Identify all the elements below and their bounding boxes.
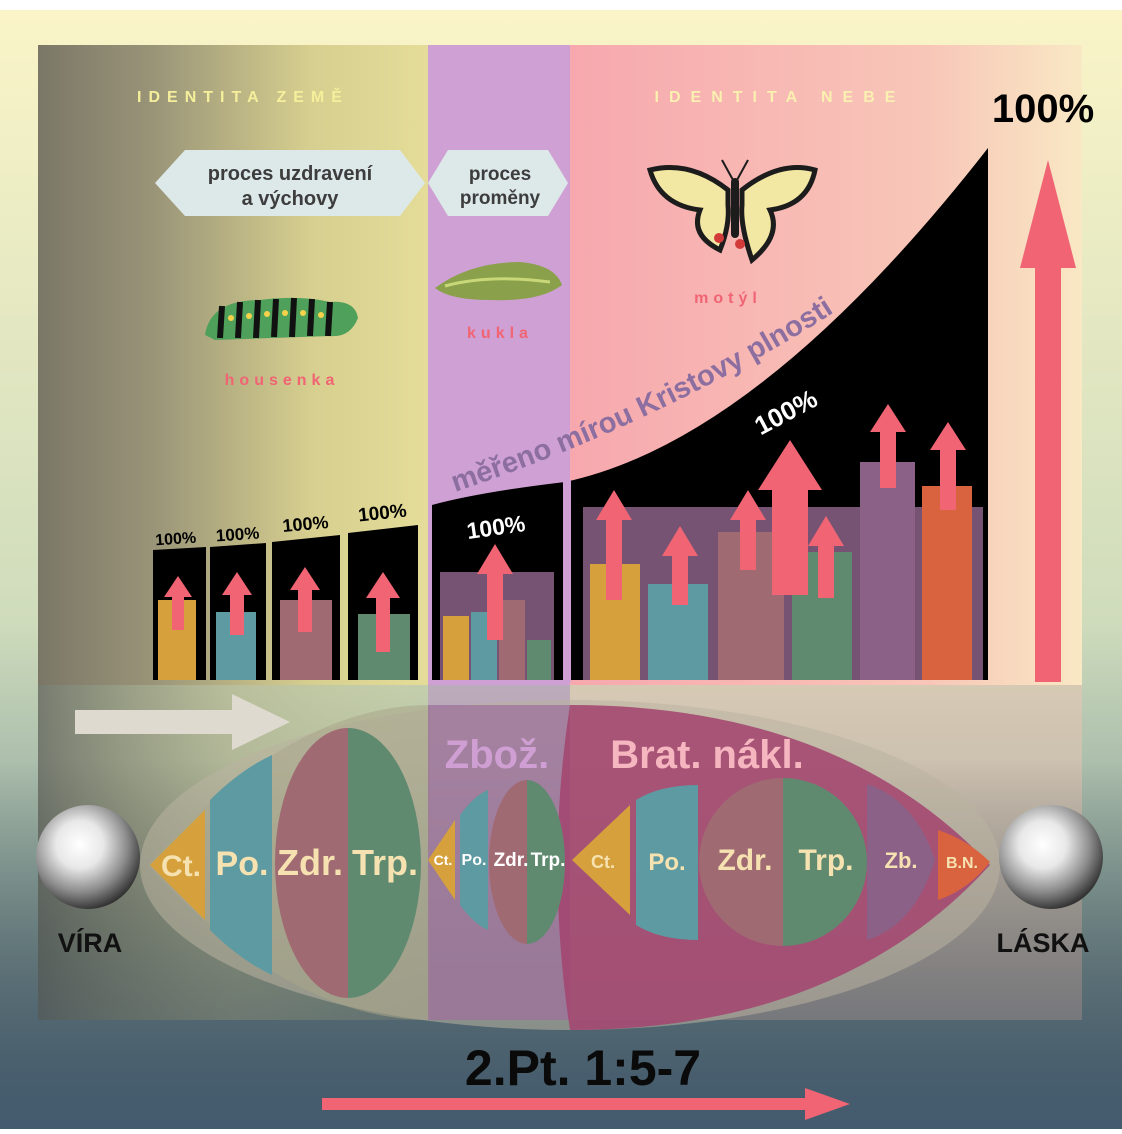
virtue-group-1: Ct. Po. Zdr. Trp. — [150, 728, 421, 998]
virtue-group-2: Ct. Po. Zdr. Trp. — [428, 780, 565, 944]
up-arrow-icon — [808, 516, 844, 598]
virtue-shape — [489, 780, 527, 944]
virtue-label: Zdr. — [717, 844, 772, 877]
small-bar-label: 100% — [215, 524, 260, 546]
virtue-shape — [527, 780, 565, 944]
virtue-label: Trp. — [531, 850, 566, 871]
up-arrow-icon — [730, 490, 766, 570]
pupa-icon — [435, 262, 562, 301]
virtue-shape — [348, 728, 421, 998]
change-process-tag: proces proměny — [428, 150, 568, 216]
earth-identity-title: IDENTITA ZEMĚ — [137, 87, 349, 106]
mid-bar-fill — [443, 616, 469, 680]
top-percent-label: 100% — [992, 87, 1094, 131]
virtue-shape — [275, 728, 348, 998]
healing-process-line2: a výchovy — [242, 188, 340, 210]
virtue-label: Po. — [648, 849, 685, 876]
virtue-shape — [428, 820, 455, 900]
brotherly-kindness-label: Brat. nákl. — [610, 733, 803, 777]
virtue-label: Ct. — [591, 852, 615, 872]
virtue-label: Po. — [216, 845, 269, 883]
growth-arrows — [164, 160, 1076, 682]
white-border — [0, 0, 1122, 10]
mid-bar-fill — [499, 600, 525, 680]
up-arrow-icon — [477, 544, 513, 640]
virtue-label: Po. — [462, 852, 487, 869]
up-arrow-icon — [930, 422, 966, 510]
scripture-reference: 2.Pt. 1:5-7 — [465, 1040, 701, 1096]
virtue-shape — [210, 755, 272, 975]
progress-arrow-icon — [75, 694, 290, 750]
virtue-group-3: Ct. Po. Zdr. Trp. Zb. B.N. — [572, 778, 990, 946]
large-bar-fill — [860, 462, 915, 680]
virtue-shape — [938, 830, 990, 900]
up-arrow-icon — [290, 567, 320, 632]
up-arrow-icon — [758, 440, 822, 595]
change-process-line1: proces — [469, 164, 531, 185]
love-sphere-icon — [999, 805, 1103, 909]
small-bar-label: 100% — [155, 530, 197, 550]
up-arrow-icon — [662, 526, 698, 605]
virtue-label: Trp. — [352, 842, 418, 883]
virtue-label: B.N. — [946, 855, 978, 872]
small-bars: 100% 100% 100% 100% — [153, 501, 418, 680]
up-arrow-icon — [870, 404, 906, 488]
bottom-arrow-icon — [322, 1088, 850, 1120]
virtue-shape — [572, 805, 630, 915]
big-up-arrow-icon — [1020, 160, 1076, 682]
virtue-shape — [460, 790, 488, 930]
godliness-label: Zbož. — [445, 733, 549, 777]
small-bar-label: 100% — [357, 501, 408, 527]
butterfly-icon — [646, 159, 818, 265]
virtue-shape — [867, 784, 935, 940]
virtue-shape — [636, 785, 698, 940]
healing-process-line1: proces uzdravení — [208, 163, 374, 185]
virtue-shape — [783, 778, 867, 946]
caterpillar-icon — [205, 297, 358, 340]
virtue-label: Zb. — [885, 848, 918, 873]
virtue-label: Zdr. — [494, 850, 529, 871]
butterfly-label: motýl — [694, 290, 762, 307]
faith-label: VÍRA — [58, 927, 123, 958]
virtue-shape — [699, 778, 783, 946]
change-process-line2: proměny — [460, 188, 541, 209]
up-arrow-icon — [222, 572, 252, 635]
healing-process-tag: proces uzdravení a výchovy — [155, 150, 425, 216]
virtue-label: Zdr. — [277, 842, 343, 883]
faith-sphere-icon — [36, 805, 140, 909]
up-arrow-icon — [164, 576, 192, 630]
pupa-label: kukla — [467, 325, 533, 342]
virtue-shape — [150, 810, 205, 920]
up-arrow-icon — [366, 572, 400, 652]
mid-bar-fill — [527, 640, 551, 680]
virtue-label: Ct. — [434, 852, 453, 868]
up-arrow-icon — [596, 490, 632, 600]
virtue-label: Trp. — [798, 844, 853, 877]
caterpillar-label: housenka — [225, 372, 340, 389]
heaven-identity-title: IDENTITA NEBE — [655, 89, 906, 106]
virtue-label: Ct. — [161, 850, 201, 883]
large-bar-fill — [922, 486, 972, 680]
small-bar-label: 100% — [282, 512, 330, 536]
love-label: LÁSKA — [997, 927, 1090, 958]
curve-gap — [563, 480, 571, 682]
